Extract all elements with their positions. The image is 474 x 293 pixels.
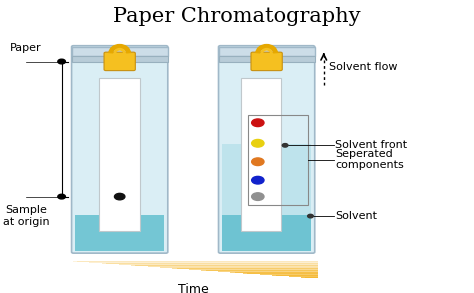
Circle shape: [58, 194, 65, 199]
Text: Paper Chromatography: Paper Chromatography: [113, 7, 361, 26]
Circle shape: [252, 176, 264, 184]
FancyBboxPatch shape: [219, 46, 315, 253]
Text: Sample
at origin: Sample at origin: [3, 205, 49, 227]
Text: Time: Time: [178, 283, 209, 293]
Circle shape: [252, 139, 264, 147]
Text: Seperated
components: Seperated components: [335, 149, 404, 171]
Circle shape: [115, 193, 125, 200]
Circle shape: [252, 158, 264, 166]
Bar: [219, 47, 315, 56]
Circle shape: [252, 119, 264, 127]
Bar: [219, 56, 315, 62]
Bar: [222, 215, 311, 251]
Bar: [222, 144, 311, 251]
Text: Solvent: Solvent: [335, 211, 377, 221]
FancyBboxPatch shape: [104, 52, 136, 71]
Circle shape: [308, 214, 313, 218]
FancyBboxPatch shape: [251, 52, 282, 71]
Bar: [241, 78, 282, 231]
Circle shape: [282, 144, 288, 147]
Text: Paper: Paper: [10, 43, 42, 53]
Bar: [100, 78, 140, 231]
Bar: [72, 47, 168, 56]
Circle shape: [58, 59, 65, 64]
Bar: [248, 115, 308, 205]
Text: Solvent front: Solvent front: [335, 140, 407, 150]
Bar: [72, 56, 168, 62]
FancyBboxPatch shape: [72, 46, 168, 253]
Text: Solvent flow: Solvent flow: [329, 62, 398, 72]
Bar: [75, 215, 164, 251]
Circle shape: [252, 193, 264, 200]
